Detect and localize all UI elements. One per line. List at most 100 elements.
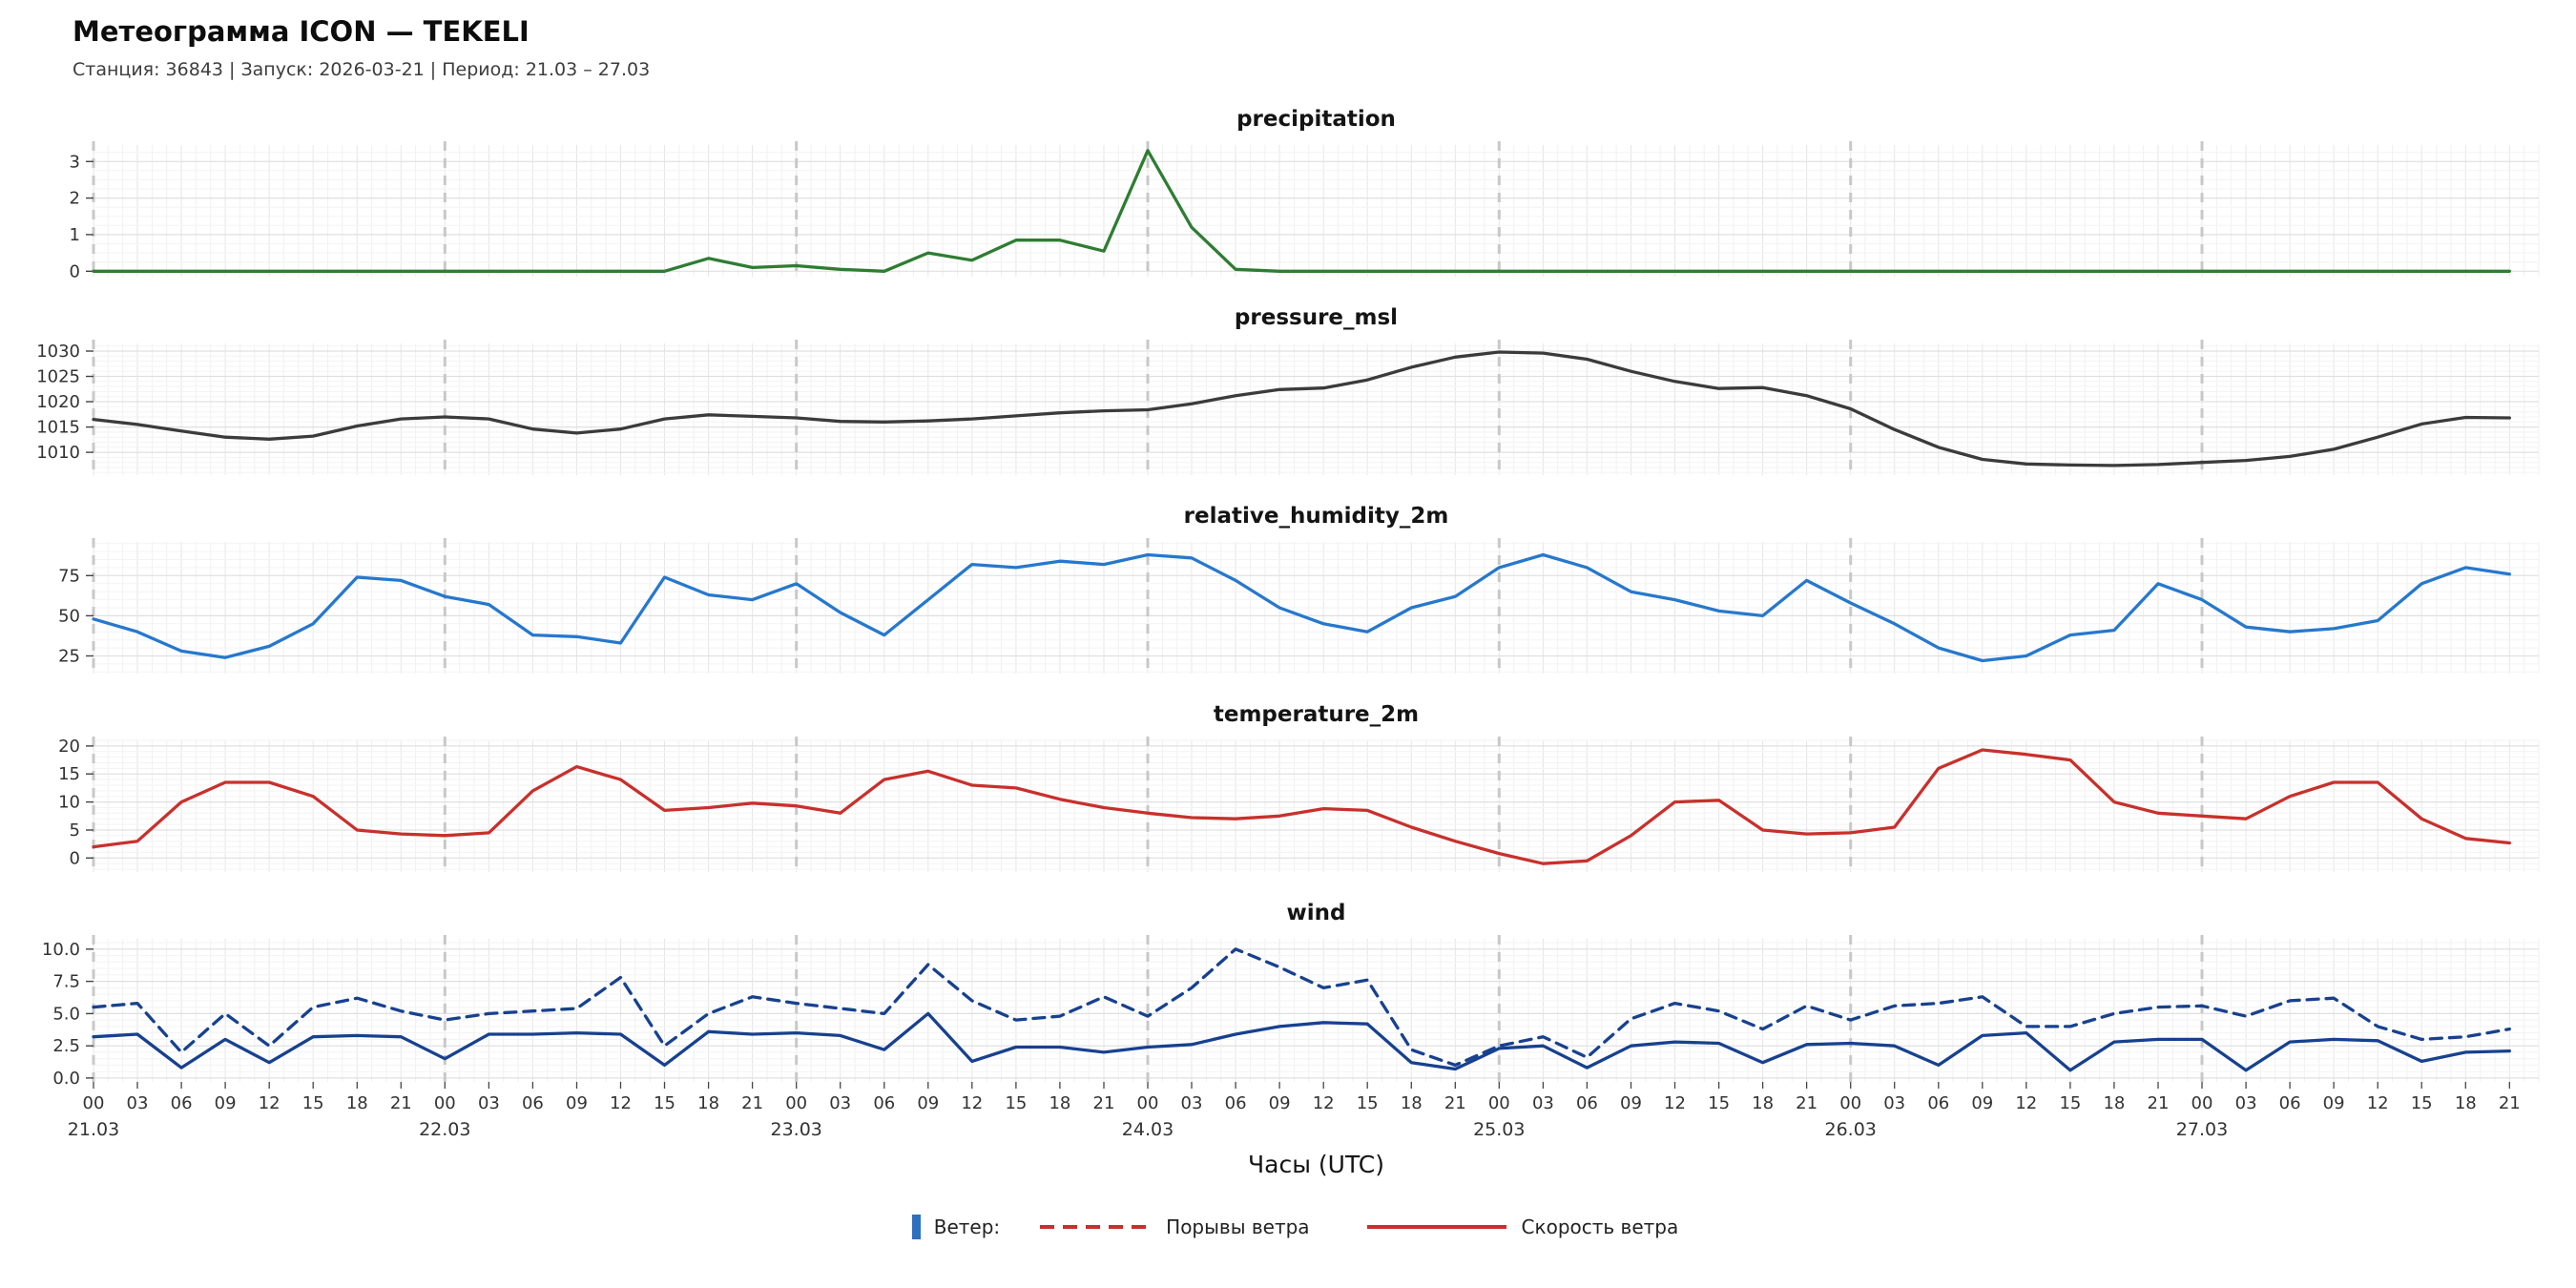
svg-text:03: 03 [829,1093,851,1113]
svg-text:06: 06 [1225,1093,1247,1113]
svg-text:06: 06 [1927,1093,1949,1113]
speed-label: Скорость ветра [1521,1215,1679,1238]
svg-text:09: 09 [215,1093,237,1113]
relative_humidity_2m-line [92,552,2511,663]
svg-text:15: 15 [654,1093,675,1113]
svg-text:21.03: 21.03 [68,1119,119,1140]
chart-section-temperature-2m: temperature_2m 0 5 10 15 20 [0,677,2576,876]
y-axis: 1010 1015 1020 1025 1030 [36,342,93,463]
meteogram-page: Метеограмма ICON — TEKELI Станция: 36843… [0,0,2576,1239]
svg-text:09: 09 [2323,1093,2345,1113]
svg-text:03: 03 [127,1093,149,1113]
svg-text:15: 15 [302,1093,324,1113]
svg-text:00: 00 [1839,1093,1861,1113]
y-axis: 0 1 2 3 [70,152,93,280]
chart-section-precipitation: precipitation 0 1 2 3 [0,82,2576,280]
svg-text:15: 15 [1357,1093,1379,1113]
pressure_msl-line [92,350,2511,467]
svg-text:5: 5 [70,821,80,841]
wind-speed-line [92,1011,2511,1072]
temperature-2m-chart: 0 5 10 15 20 [58,737,2540,872]
chart-title-relative-humidity-2m: relative_humidity_2m [1183,504,1449,529]
svg-text:10: 10 [58,793,80,813]
svg-text:18: 18 [697,1093,719,1113]
svg-text:09: 09 [566,1093,588,1113]
temperature_2m-line [92,748,2511,865]
svg-text:03: 03 [1532,1093,1554,1113]
svg-text:00: 00 [1137,1093,1159,1113]
grid [93,542,2540,674]
svg-text:12: 12 [961,1093,983,1113]
svg-text:03: 03 [1883,1093,1905,1113]
svg-text:03: 03 [2235,1093,2257,1113]
svg-text:1: 1 [70,225,80,245]
svg-text:18: 18 [2455,1093,2477,1113]
header: Метеограмма ICON — TEKELI Станция: 36843… [0,0,2576,80]
y-axis: 0.0 2.5 5.0 7.5 10.0 [42,940,93,1089]
svg-text:21: 21 [2148,1093,2170,1113]
day-separators [92,538,2204,674]
svg-text:24.03: 24.03 [1122,1119,1174,1140]
svg-text:12: 12 [610,1093,632,1113]
svg-text:0.0: 0.0 [52,1069,80,1089]
svg-text:09: 09 [1971,1093,1993,1113]
svg-text:06: 06 [171,1093,193,1113]
y-axis: 0 5 10 15 20 [58,737,93,868]
svg-text:2: 2 [70,189,80,209]
svg-text:00: 00 [83,1093,105,1113]
svg-text:21: 21 [2499,1093,2521,1113]
chart-title-precipitation: precipitation [1236,107,1396,132]
day-separators [92,340,2204,475]
svg-text:09: 09 [1620,1093,1642,1113]
svg-text:27.03: 27.03 [2176,1119,2228,1140]
wind-legend: Ветер: Порывы ветра Скорость ветра [93,1215,2539,1239]
chart-section-wind: wind 0.0 2.5 5.0 7.5 10.0 00 03 06 09 12 15 18 21 21.… [0,876,2576,1143]
gusts-label: Порывы ветра [1166,1215,1310,1238]
svg-text:26.03: 26.03 [1824,1119,1876,1140]
svg-text:21: 21 [390,1093,412,1113]
svg-text:06: 06 [873,1093,895,1113]
grid [93,343,2540,475]
svg-text:75: 75 [58,566,80,586]
svg-text:18: 18 [1049,1093,1070,1113]
grid [93,939,2540,1082]
chart-title-temperature-2m: temperature_2m [1213,702,1420,727]
x-axis: 00 03 06 09 12 15 18 21 21.03 00 03 06 09 12 15 18 21 22.… [68,1082,2521,1140]
chart-title-wind: wind [1286,901,1346,925]
svg-text:10.0: 10.0 [42,940,80,960]
svg-text:20: 20 [58,737,80,757]
day-separators [92,737,2204,872]
svg-text:00: 00 [434,1093,456,1113]
svg-text:1010: 1010 [36,443,80,463]
svg-text:18: 18 [346,1093,368,1113]
svg-text:5.0: 5.0 [52,1004,80,1024]
day-separators [92,141,2204,277]
svg-text:12: 12 [2015,1093,2037,1113]
page-title: Метеограмма ICON — TEKELI [73,15,530,48]
chart-section-pressure-msl: pressure_msl 1010 1015 1020 1025 1030 [0,280,2576,479]
svg-text:25.03: 25.03 [1473,1119,1525,1140]
svg-text:22.03: 22.03 [419,1119,470,1140]
svg-text:23.03: 23.03 [770,1119,821,1140]
svg-text:1020: 1020 [36,392,80,412]
svg-text:09: 09 [917,1093,939,1113]
svg-text:0: 0 [70,261,80,280]
grid [93,739,2540,872]
svg-text:18: 18 [1752,1093,1774,1113]
svg-text:25: 25 [58,647,80,667]
chart-section-relative-humidity-2m: relative_humidity_2m 25 50 75 [0,479,2576,677]
svg-text:21: 21 [741,1093,763,1113]
svg-text:00: 00 [2192,1093,2213,1113]
svg-text:12: 12 [1664,1093,1686,1113]
svg-text:12: 12 [259,1093,280,1113]
svg-text:1030: 1030 [36,342,80,362]
grid [93,145,2540,277]
svg-text:15: 15 [2411,1093,2433,1113]
svg-text:50: 50 [58,606,80,626]
svg-text:21: 21 [1093,1093,1115,1113]
svg-text:03: 03 [1181,1093,1203,1113]
x-axis-label: Часы (UTC) [1248,1151,1384,1178]
pressure-msl-chart: 1010 1015 1020 1025 1030 [36,340,2540,475]
